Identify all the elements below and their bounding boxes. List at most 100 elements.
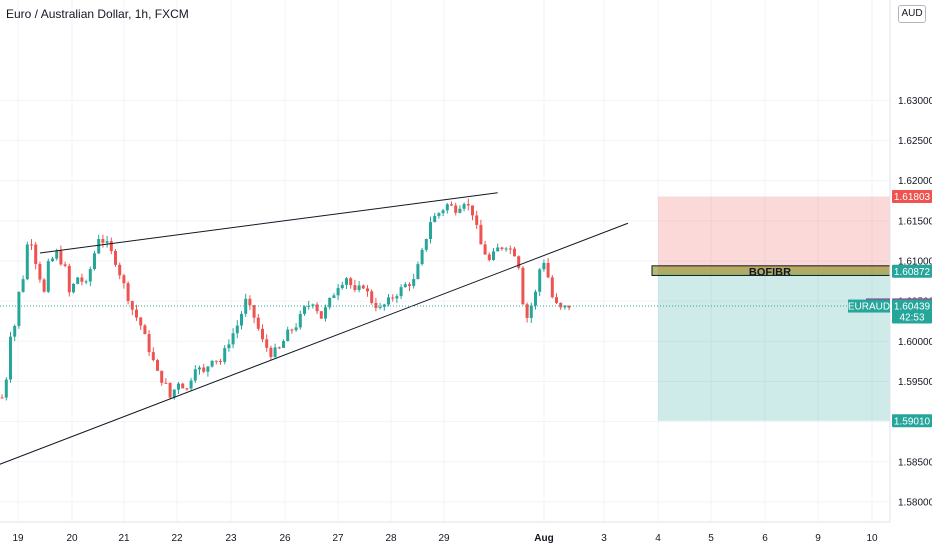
candle-body — [286, 329, 290, 342]
candle-body — [38, 264, 42, 280]
chart-title: Euro / Australian Dollar, 1h, FXCM — [6, 7, 189, 21]
candle-body — [181, 383, 185, 389]
candle-body — [206, 366, 210, 372]
currency-button[interactable]: AUD — [898, 5, 926, 23]
x-tick-label: 20 — [66, 533, 78, 544]
x-tick-label: 6 — [762, 533, 768, 544]
target-zone[interactable] — [658, 271, 890, 421]
candle-body — [9, 336, 12, 380]
candle-body — [555, 297, 558, 303]
candle-body — [328, 297, 332, 308]
x-tick-label: 10 — [866, 533, 878, 544]
candle-body — [340, 284, 344, 289]
candle-body — [25, 244, 29, 280]
price-tag — [892, 299, 932, 324]
candle-body — [403, 284, 407, 288]
candle-body — [67, 265, 71, 293]
price-tag — [892, 414, 932, 428]
candle-body — [529, 305, 533, 318]
candle-body — [235, 325, 239, 334]
candle-body — [538, 269, 542, 292]
candle-body — [542, 262, 546, 270]
trend-line[interactable] — [39, 192, 498, 254]
candle-body — [332, 295, 336, 298]
candle-body — [135, 309, 138, 318]
candle-body — [298, 313, 302, 328]
candle-body — [370, 291, 374, 303]
candle-body — [307, 305, 311, 307]
candle-body — [198, 367, 201, 370]
candle-body — [177, 383, 180, 390]
candle-body — [118, 264, 122, 276]
y-tick-label: 1.58000 — [898, 497, 932, 508]
x-tick-label: Aug — [534, 533, 553, 544]
candle-body — [13, 325, 17, 337]
candle-body — [55, 250, 59, 259]
candle-body — [252, 305, 256, 318]
candle-body — [429, 222, 432, 239]
x-tick-label: 4 — [655, 533, 661, 544]
candle-body — [479, 224, 483, 245]
stop-zone[interactable] — [658, 196, 890, 272]
candle-body — [164, 382, 168, 384]
candle-body — [72, 283, 75, 293]
candle-body — [126, 283, 130, 302]
candle-body — [76, 277, 80, 284]
candle-body — [156, 360, 159, 371]
candle-body — [412, 279, 416, 286]
candle-body — [508, 248, 512, 250]
candle-body — [500, 247, 504, 249]
candle-body — [282, 341, 285, 348]
candle-body — [168, 382, 172, 398]
trend-lines[interactable] — [0, 192, 890, 470]
candle-body — [324, 307, 327, 319]
candle-body — [391, 297, 395, 299]
candle-body — [189, 380, 193, 389]
candle-body — [475, 215, 479, 225]
candle-body — [51, 258, 54, 262]
candle-body — [0, 397, 4, 399]
candle-body — [172, 389, 176, 398]
y-tick-label: 1.62000 — [898, 176, 932, 187]
candle-body — [303, 306, 306, 314]
price-tag-label-bg — [848, 299, 890, 313]
candle-body — [534, 291, 537, 306]
y-tick-label: 1.61500 — [898, 216, 932, 227]
candle-body — [143, 325, 147, 335]
candle-body — [160, 370, 164, 383]
candle-body — [433, 215, 437, 223]
candle-body — [42, 279, 46, 292]
candle-body — [504, 248, 508, 250]
candle-body — [231, 333, 235, 345]
candle-body — [349, 278, 353, 286]
candle-body — [361, 285, 365, 289]
candle-body — [17, 291, 21, 326]
candle-body — [265, 339, 269, 348]
candle-body — [34, 244, 38, 265]
candle-body — [101, 239, 105, 243]
candle-body — [450, 204, 453, 206]
candle-body — [214, 360, 218, 362]
y-tick-label: 1.61000 — [898, 257, 932, 268]
candle-body — [311, 304, 315, 306]
x-tick-label: 22 — [171, 533, 183, 544]
candle-body — [458, 208, 462, 213]
price-tags: 1.618031.60872Ask1.60455Bid1.60446EURAUD… — [848, 190, 932, 428]
grid — [0, 0, 890, 522]
candle-body — [202, 367, 206, 372]
candle-body — [513, 248, 516, 257]
candle-body — [546, 262, 550, 278]
candle-body — [130, 301, 134, 310]
candle-body — [437, 213, 441, 216]
candle-body — [353, 285, 357, 291]
candle-body — [462, 204, 466, 209]
candle-body — [273, 347, 277, 357]
price-tag-value: 1.60439 — [894, 302, 931, 313]
candle-body — [193, 369, 197, 381]
candle-body — [240, 313, 243, 326]
candle-body — [290, 329, 294, 331]
candle-body — [336, 288, 340, 296]
trend-line[interactable] — [0, 222, 629, 470]
candle-body — [248, 298, 252, 306]
